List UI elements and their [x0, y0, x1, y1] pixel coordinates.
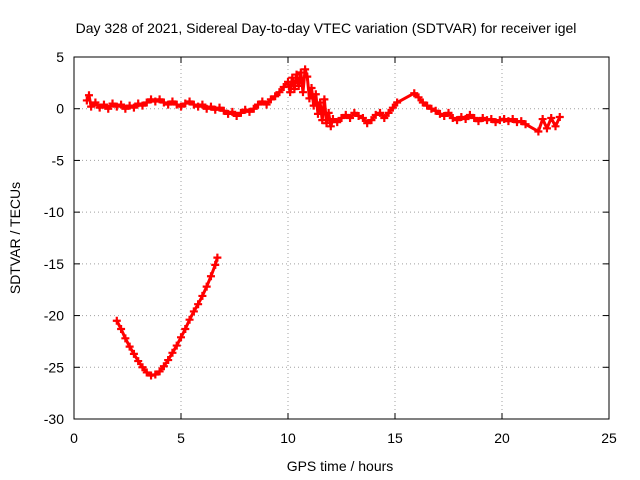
x-tick-label: 20: [494, 430, 510, 446]
x-tick-label: 25: [601, 430, 617, 446]
y-tick-label: 0: [56, 101, 64, 117]
series-lower-arc: [112, 253, 222, 380]
data-trace: [115, 256, 219, 378]
x-tick-label: 10: [280, 430, 296, 446]
y-tick-label: 5: [56, 49, 64, 65]
y-tick-label: -30: [44, 411, 64, 427]
x-tick-label: 5: [177, 430, 185, 446]
plot-frame: [73, 56, 610, 420]
y-axis-label: SDTVAR / TECUs: [7, 182, 23, 294]
y-tick-label: -10: [44, 204, 64, 220]
y-tick-label: -15: [44, 256, 64, 272]
data-trace: [85, 67, 562, 133]
x-axis-label: GPS time / hours: [287, 458, 394, 474]
x-tick-label: 15: [387, 430, 403, 446]
x-tick-label: 0: [70, 430, 78, 446]
grid: [74, 57, 609, 419]
chart-title: Day 328 of 2021, Sidereal Day-to-day VTE…: [76, 20, 577, 36]
series-upper-band: [82, 65, 564, 136]
y-tick-label: -20: [44, 308, 64, 324]
data-points: [82, 65, 564, 380]
axes: 0 5 10 15 20 25 5 0 -5 -10 -15 -20 -25 -30: [44, 49, 617, 446]
y-tick-label: -25: [44, 359, 64, 375]
y-tick-label: -5: [52, 152, 65, 168]
